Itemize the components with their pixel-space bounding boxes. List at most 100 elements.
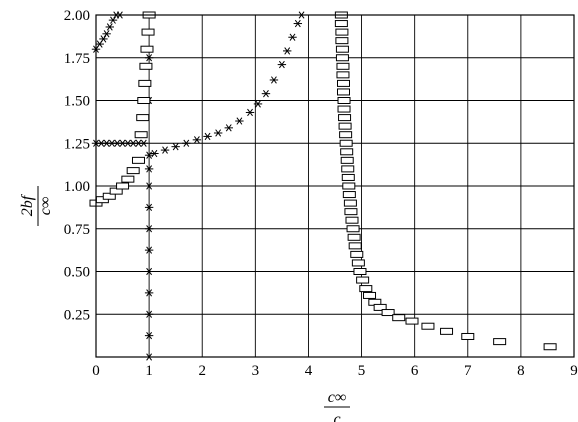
rectangle-marker bbox=[334, 20, 348, 28]
rectangle-marker bbox=[342, 182, 356, 190]
plot-frame bbox=[95, 14, 575, 358]
star-marker bbox=[269, 76, 279, 84]
rectangle-marker bbox=[335, 37, 349, 45]
star-marker bbox=[182, 139, 191, 147]
star-marker-stroke bbox=[119, 139, 126, 147]
star-marker bbox=[144, 203, 154, 212]
series-layer bbox=[89, 11, 557, 361]
rectangle-marker bbox=[134, 131, 148, 139]
star-marker bbox=[144, 54, 154, 62]
star-marker-stroke bbox=[98, 139, 105, 147]
star-marker bbox=[224, 124, 233, 132]
y-tick-label: 0.25 bbox=[64, 307, 90, 323]
x-tick-label: 7 bbox=[464, 363, 472, 379]
rectangle-marker bbox=[341, 173, 355, 181]
y-tick-label: 1.00 bbox=[64, 179, 90, 195]
star-marker bbox=[160, 146, 170, 154]
star-marker-stroke bbox=[284, 47, 291, 55]
rectangle-marker bbox=[126, 167, 140, 175]
rectangle-marker bbox=[421, 322, 435, 330]
y-tick-label: 1.75 bbox=[64, 51, 90, 67]
star-marker-stroke bbox=[172, 143, 179, 151]
rectangle-marker bbox=[338, 122, 352, 130]
rectangle-marker bbox=[381, 309, 395, 317]
rectangle-marker bbox=[373, 303, 387, 311]
rectangle-marker bbox=[121, 175, 135, 183]
star-marker-stroke bbox=[151, 149, 158, 158]
star-marker-stroke bbox=[135, 139, 142, 147]
y-tick-label: 1.50 bbox=[64, 94, 90, 110]
star-marker-stroke bbox=[124, 139, 131, 147]
star-marker bbox=[293, 19, 303, 28]
star-marker bbox=[203, 132, 212, 141]
rectangle-marker bbox=[543, 343, 557, 351]
rectangle-marker bbox=[139, 62, 153, 70]
star-marker-stroke bbox=[263, 90, 269, 98]
star-marker bbox=[150, 149, 159, 158]
star-marker bbox=[288, 33, 297, 41]
star-marker-stroke bbox=[225, 124, 232, 132]
grid bbox=[96, 15, 574, 357]
rectangle-marker bbox=[137, 97, 151, 104]
rectangle-marker bbox=[405, 317, 419, 325]
star-marker-stroke bbox=[146, 182, 153, 190]
y-tick-label: 2.00 bbox=[64, 8, 90, 24]
star-marker-stroke bbox=[289, 33, 296, 41]
star-marker-stroke bbox=[146, 267, 153, 276]
x-tick-label: 4 bbox=[305, 363, 313, 379]
star-marker-stroke bbox=[271, 76, 277, 84]
star-marker-stroke bbox=[146, 225, 153, 233]
x-tick-label: 9 bbox=[570, 363, 578, 379]
rectangle-marker bbox=[356, 276, 370, 284]
x-tick-label: 8 bbox=[517, 363, 525, 379]
rectangle-marker bbox=[340, 156, 354, 164]
y-tick-label: 0.75 bbox=[64, 222, 90, 238]
star-marker bbox=[144, 289, 154, 297]
rectangle-marker bbox=[337, 97, 351, 104]
star-marker-stroke bbox=[114, 139, 121, 147]
rectangle-marker bbox=[344, 208, 358, 216]
rectangle-marker bbox=[440, 327, 454, 335]
star-marker bbox=[253, 100, 263, 108]
rectangle-marker bbox=[353, 268, 367, 275]
star-marker bbox=[144, 225, 154, 233]
rectangle-marker bbox=[337, 105, 351, 113]
star-marker-stroke bbox=[103, 30, 110, 38]
y-axis-label-denominator: c∞ bbox=[37, 197, 54, 216]
rectangle-marker bbox=[339, 139, 353, 147]
rectangle-marker bbox=[141, 28, 155, 36]
x-tick-label: 6 bbox=[411, 363, 419, 379]
star-marker-stroke bbox=[103, 139, 110, 147]
star-marker-stroke bbox=[236, 117, 243, 125]
star-marker bbox=[277, 60, 287, 69]
rectangle-marker bbox=[351, 259, 365, 267]
star-marker-stroke bbox=[255, 100, 261, 108]
star-marker bbox=[95, 40, 104, 48]
star-marker-stroke bbox=[247, 108, 253, 117]
rectangle-marker bbox=[136, 114, 150, 122]
star-marker bbox=[213, 129, 223, 137]
rectangle-marker bbox=[461, 332, 475, 340]
star-marker bbox=[144, 331, 154, 340]
rectangle-marker bbox=[140, 45, 154, 53]
rectangle-marker bbox=[338, 114, 352, 122]
rectangle-marker bbox=[116, 182, 130, 190]
rectangle-marker bbox=[345, 216, 359, 224]
rectangle-marker bbox=[138, 79, 152, 87]
star-marker bbox=[144, 165, 154, 173]
x-tick-label: 3 bbox=[252, 363, 260, 379]
star-marker-stroke bbox=[146, 246, 153, 254]
star-marker bbox=[144, 182, 154, 190]
y-tick-label: 0.50 bbox=[64, 265, 90, 281]
star-marker bbox=[99, 35, 108, 43]
star-marker-stroke bbox=[294, 19, 301, 28]
y-axis-label: 2bf c∞ bbox=[19, 186, 54, 226]
star-marker-stroke bbox=[278, 60, 285, 69]
rectangle-marker bbox=[342, 191, 356, 199]
rectangle-marker bbox=[336, 79, 350, 87]
star-marker bbox=[105, 23, 115, 31]
rectangle-marker bbox=[359, 285, 373, 293]
rectangle-marker bbox=[336, 88, 350, 96]
star-marker-stroke bbox=[110, 16, 116, 24]
star-marker-stroke bbox=[130, 139, 137, 147]
